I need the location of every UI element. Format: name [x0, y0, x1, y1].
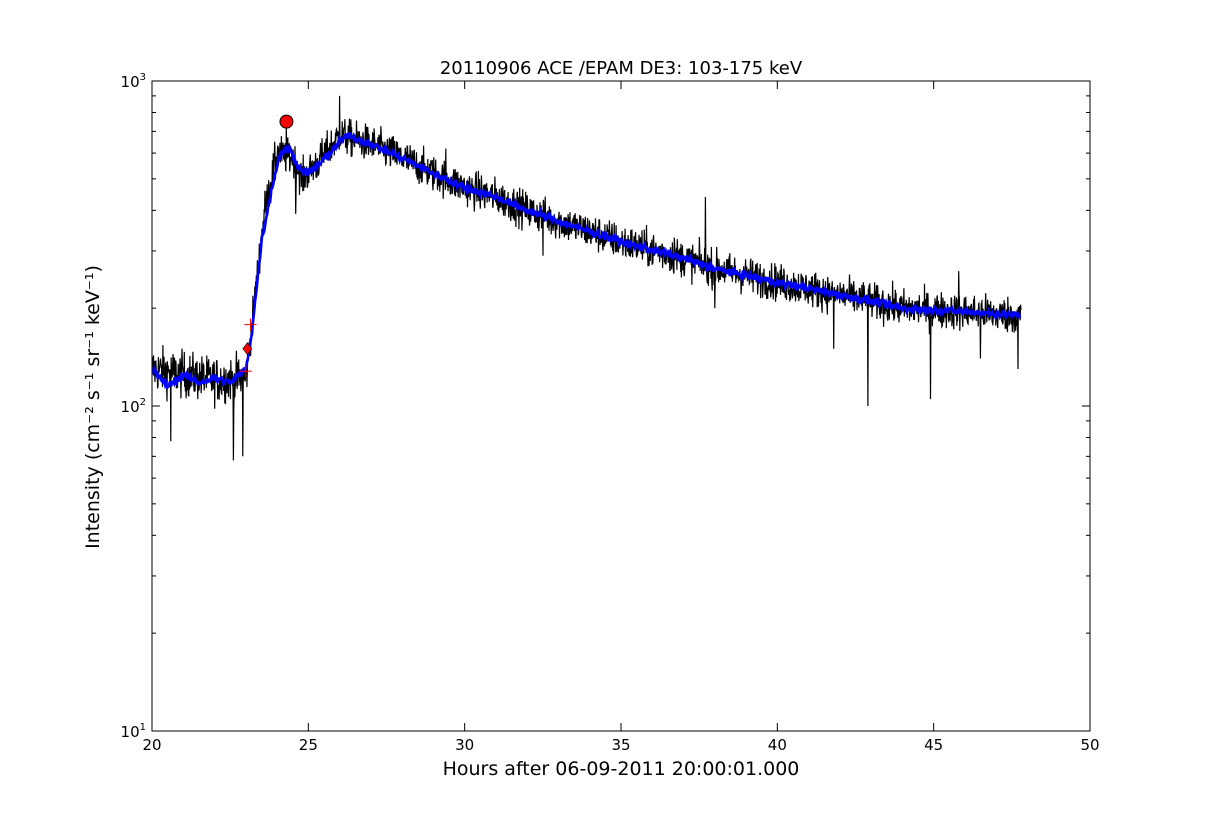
x-tick-label: 30	[455, 736, 474, 754]
x-tick-label: 20	[142, 736, 161, 754]
plot-area: 20 25 30 35 40 45 50 101 102 103	[121, 72, 1100, 754]
peak-marker-circle	[279, 114, 294, 129]
y-tick-label: 102	[121, 397, 146, 416]
onset-marker-diamond	[242, 342, 253, 356]
x-tick-label: 50	[1080, 736, 1099, 754]
x-tick-label: 35	[611, 736, 630, 754]
y-tick-label: 101	[121, 722, 146, 741]
x-tick-label: 25	[299, 736, 318, 754]
onset-marker-plus	[244, 318, 257, 331]
y-tick-label: 103	[121, 72, 146, 91]
onset-marker-plus	[239, 365, 252, 378]
x-tick-label: 45	[924, 736, 943, 754]
x-tick-label: 40	[768, 736, 787, 754]
x-axis-label: Hours after 06-09-2011 20:00:01.000	[443, 758, 800, 780]
series-line-smoothed	[152, 131, 1022, 390]
plot-background	[152, 81, 1090, 731]
y-axis-label: Intensity (cm⁻² s⁻¹ sr⁻¹ keV⁻¹)	[82, 265, 104, 549]
chart-title: 20110906 ACE /EPAM DE3: 103-175 keV	[440, 58, 803, 79]
